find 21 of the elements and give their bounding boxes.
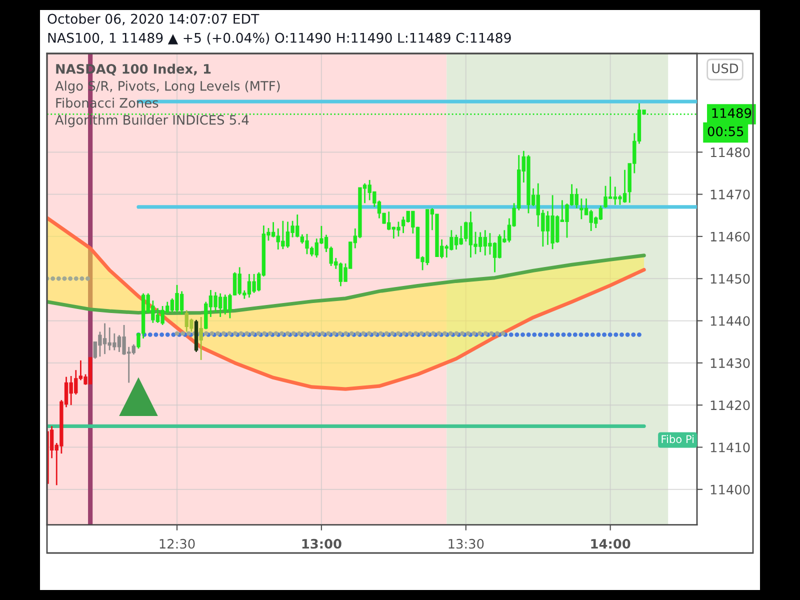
y-tick-label: 11460: [710, 232, 750, 242]
candlestick: [199, 316, 203, 361]
y-tick-label: 11420: [710, 400, 750, 410]
line-series: [47, 254, 646, 315]
y-tick-label: 11410: [710, 442, 750, 452]
x-tick-label: 13:00: [302, 538, 342, 549]
text: USD: [712, 63, 738, 74]
text: 00:55: [708, 126, 744, 136]
y-tick-label: 11400: [710, 484, 750, 494]
chart-subtitle: NAS100, 1 11489 ▲ +5 (+0.04%) O:11490 H:11490 L:11489 C:11489: [48, 32, 511, 44]
y-tick-label: 11450: [710, 274, 750, 284]
x-tick-label: 12:30: [160, 538, 195, 549]
y-tick-label: 11440: [710, 316, 750, 326]
series-label: Fibo Pi: [662, 434, 694, 444]
x-tick-label: 14:00: [591, 538, 630, 549]
chart-title: October 06, 2020 14:07:07 EDT: [48, 14, 260, 26]
x-tick-label: 13:30: [448, 538, 484, 549]
y-tick-label: 11430: [710, 358, 750, 368]
y-tick-label: 11470: [710, 190, 750, 200]
y-tick-label: 11480: [710, 147, 750, 158]
ref-line-label: 11489: [712, 108, 752, 118]
